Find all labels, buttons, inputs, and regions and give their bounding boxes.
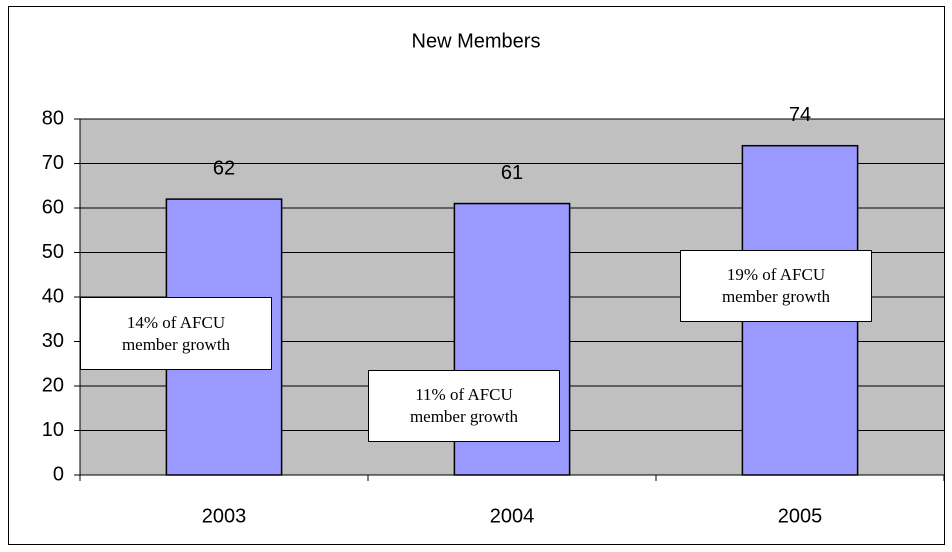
y-tick-label: 10: [42, 419, 64, 441]
y-tick-label: 20: [42, 374, 64, 396]
y-tick-label: 40: [42, 285, 64, 307]
annotation: 19% of AFCU member growth: [680, 250, 872, 322]
x-tick-label: 2004: [490, 505, 535, 527]
data-label: 61: [501, 162, 523, 184]
x-tick-label: 2005: [778, 505, 823, 527]
y-tick-label: 0: [53, 463, 64, 485]
data-label: 74: [789, 104, 811, 126]
data-label: 62: [213, 157, 235, 179]
x-tick-label: 2003: [202, 505, 247, 527]
y-tick-label: 70: [42, 152, 64, 174]
y-tick-label: 50: [42, 241, 64, 263]
y-tick-label: 30: [42, 330, 64, 352]
y-tick-label: 60: [42, 196, 64, 218]
y-tick-label: 80: [42, 107, 64, 129]
chart-title: New Members: [412, 30, 541, 52]
annotation: 14% of AFCU member growth: [80, 297, 272, 370]
annotation: 11% of AFCU member growth: [368, 370, 560, 442]
